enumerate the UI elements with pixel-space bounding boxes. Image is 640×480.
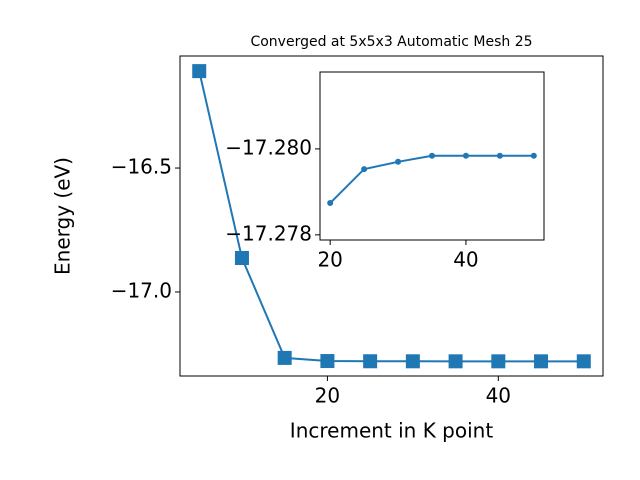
marker: [462, 152, 469, 159]
y-tick-label: −17.280: [225, 135, 312, 159]
y-tick-label: −16.5: [111, 155, 172, 179]
marker: [234, 251, 249, 266]
chart-title: Converged at 5x5x3 Automatic Mesh 25: [250, 34, 532, 50]
axes-frame: [319, 71, 545, 241]
marker: [277, 350, 292, 365]
marker: [192, 64, 207, 79]
axes-frame: [179, 55, 604, 377]
marker: [491, 354, 506, 369]
x-tick-label: 40: [486, 384, 511, 408]
x-axis-label: Increment in K point: [290, 419, 494, 443]
marker: [327, 200, 334, 207]
marker: [395, 158, 402, 165]
y-tick-label: −17.0: [111, 278, 172, 302]
x-tick-label: 20: [315, 384, 340, 408]
y-axis-label: Energy (eV): [51, 157, 75, 275]
inset-chart: 20 40 −17.280 −17.278: [225, 71, 545, 272]
marker: [320, 354, 335, 369]
marker: [429, 152, 435, 159]
line: [198, 70, 584, 363]
marker: [405, 354, 420, 369]
marker: [534, 354, 549, 369]
marker: [496, 152, 503, 159]
marker: [576, 354, 591, 369]
marker: [448, 354, 463, 369]
y-tick-label: −17.278: [225, 221, 312, 245]
x-tick-label: 20: [317, 248, 342, 272]
x-tick-label: 40: [453, 248, 478, 272]
marker: [363, 354, 378, 369]
marker: [530, 152, 537, 159]
marker: [361, 166, 368, 173]
